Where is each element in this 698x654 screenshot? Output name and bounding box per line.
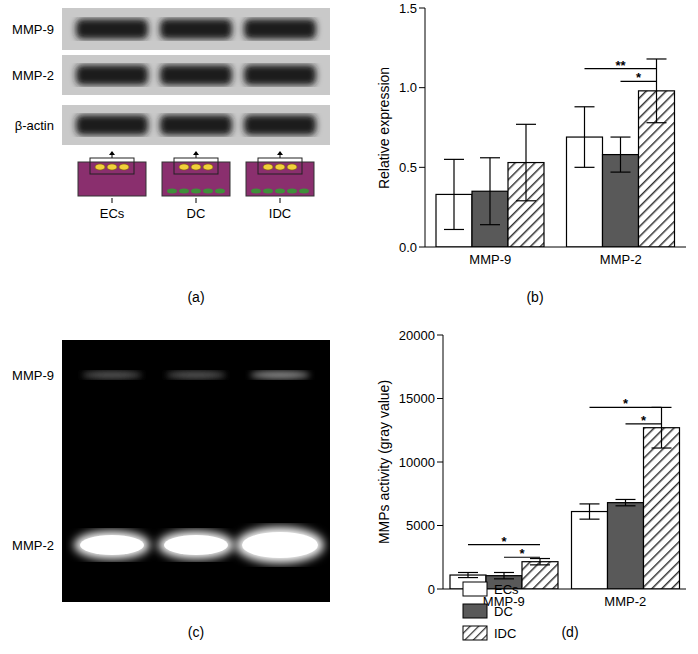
svg-text:0.0: 0.0 xyxy=(399,240,417,255)
svg-text:*: * xyxy=(636,70,642,85)
svg-text:0: 0 xyxy=(428,582,435,597)
svg-text:15000: 15000 xyxy=(399,391,435,406)
svg-text:MMP-9: MMP-9 xyxy=(12,22,54,37)
svg-text:*: * xyxy=(623,396,629,411)
svg-text:MMP-9: MMP-9 xyxy=(469,252,511,267)
svg-text:0.5: 0.5 xyxy=(399,160,417,175)
svg-text:*: * xyxy=(641,413,647,428)
svg-text:MMP-2: MMP-2 xyxy=(12,538,54,553)
svg-text:ECs: ECs xyxy=(100,206,125,221)
svg-text:MMP-2: MMP-2 xyxy=(600,252,642,267)
svg-text:MMP-2: MMP-2 xyxy=(12,68,54,83)
svg-text:*: * xyxy=(501,534,507,549)
svg-text:1.5: 1.5 xyxy=(399,1,417,16)
svg-text:(a): (a) xyxy=(187,289,204,305)
svg-text:MMP-9: MMP-9 xyxy=(12,368,54,383)
svg-text:DC: DC xyxy=(187,206,206,221)
svg-text:10000: 10000 xyxy=(399,455,435,470)
svg-text:*: * xyxy=(519,546,525,561)
svg-text:MMP-2: MMP-2 xyxy=(604,594,646,609)
svg-text:20000: 20000 xyxy=(399,328,435,343)
svg-text:1.0: 1.0 xyxy=(399,80,417,95)
svg-text:β-actin: β-actin xyxy=(15,118,54,133)
svg-text:(c): (c) xyxy=(188,624,204,640)
svg-text:**: ** xyxy=(615,58,626,73)
svg-text:IDC: IDC xyxy=(269,206,291,221)
svg-text:5000: 5000 xyxy=(406,518,435,533)
